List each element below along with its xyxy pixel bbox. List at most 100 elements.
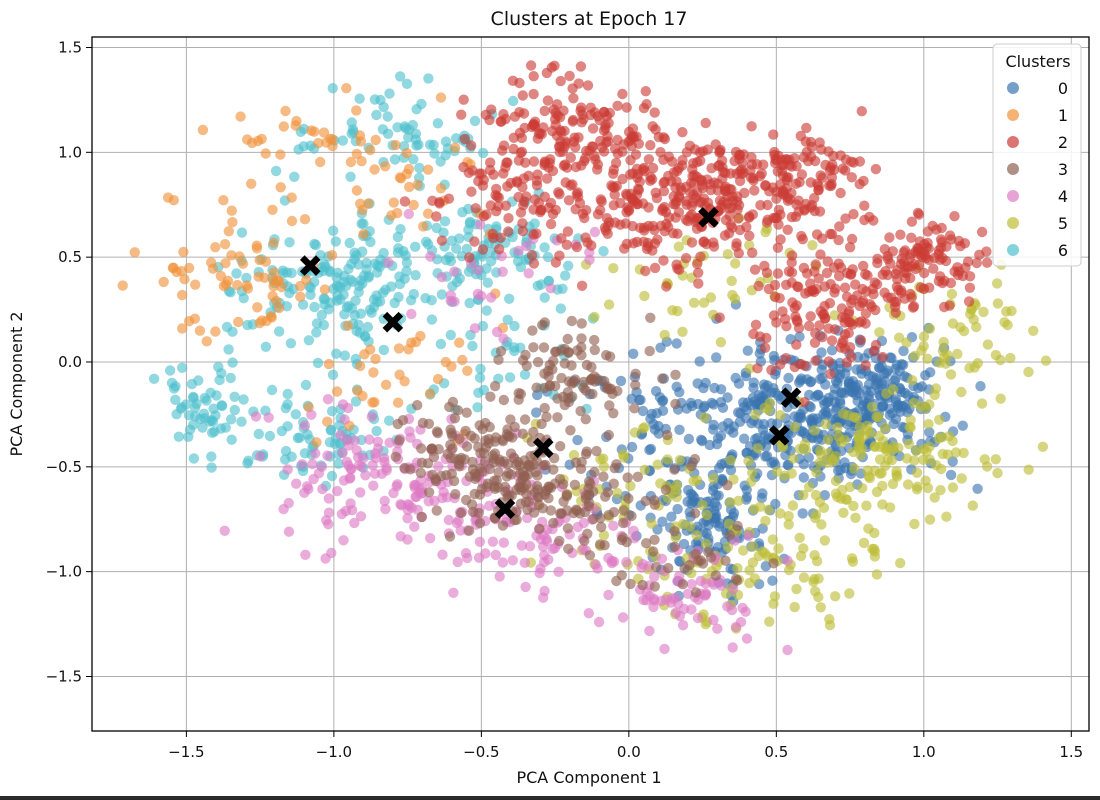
data-point — [957, 420, 968, 431]
data-point — [763, 504, 774, 515]
data-point — [920, 370, 931, 381]
data-point — [558, 160, 570, 171]
data-point — [947, 435, 958, 447]
x-axis-ticks: −1.5 −1.0 −0.5 0.0 0.5 1.0 1.5 — [168, 731, 1083, 761]
data-point — [558, 391, 569, 402]
data-point — [870, 163, 882, 175]
data-point — [781, 321, 792, 332]
data-point — [511, 514, 522, 525]
data-point — [895, 557, 906, 569]
data-point — [748, 175, 759, 186]
legend-box — [992, 43, 1082, 267]
data-point — [669, 541, 680, 552]
data-point — [418, 221, 429, 232]
data-point — [320, 261, 331, 272]
data-point — [639, 290, 650, 302]
data-point — [580, 232, 591, 243]
data-point — [412, 400, 423, 411]
data-point — [173, 431, 184, 442]
data-point — [608, 200, 619, 211]
data-point — [384, 88, 395, 99]
data-point — [544, 380, 555, 392]
data-point — [674, 454, 686, 466]
data-point — [586, 361, 597, 373]
data-point — [590, 154, 601, 165]
data-point — [945, 277, 957, 289]
data-point — [621, 102, 632, 113]
data-point — [992, 298, 1004, 309]
data-point — [349, 517, 360, 529]
data-point — [793, 195, 804, 206]
data-point — [548, 517, 559, 529]
data-point — [722, 480, 733, 491]
data-point — [854, 300, 865, 312]
data-point — [236, 227, 248, 238]
data-point — [640, 495, 651, 507]
data-point — [539, 317, 550, 328]
data-point — [707, 485, 719, 496]
data-point — [959, 238, 971, 249]
data-point — [835, 187, 846, 199]
data-point — [695, 155, 706, 166]
data-point — [860, 360, 871, 371]
data-point — [830, 591, 841, 602]
data-point — [767, 534, 778, 545]
data-point — [449, 142, 461, 153]
data-point — [445, 453, 456, 464]
data-point — [783, 510, 794, 522]
data-point — [581, 205, 592, 216]
data-point — [958, 325, 970, 337]
data-point — [303, 335, 315, 346]
data-point — [246, 178, 257, 189]
data-point — [844, 588, 855, 599]
data-point — [210, 326, 221, 337]
data-point — [474, 372, 486, 383]
data-point — [401, 78, 413, 90]
data-point — [493, 467, 504, 478]
legend-label: 0 — [1058, 79, 1068, 98]
data-point — [665, 597, 677, 608]
data-point — [706, 163, 717, 174]
data-point — [603, 117, 614, 129]
data-point — [431, 505, 442, 516]
data-point — [898, 345, 909, 357]
data-point — [291, 478, 302, 489]
data-point — [575, 105, 586, 117]
data-point — [712, 623, 723, 634]
data-point — [432, 373, 444, 385]
data-point — [315, 156, 326, 168]
data-point — [562, 333, 573, 345]
data-point — [695, 575, 706, 587]
data-point — [739, 433, 750, 444]
data-point — [327, 369, 339, 380]
data-point — [474, 517, 486, 529]
x-tick-label: −0.5 — [463, 743, 499, 761]
data-point — [856, 106, 867, 117]
data-point — [563, 195, 575, 206]
data-point — [297, 299, 309, 310]
data-point — [738, 397, 749, 408]
data-point — [833, 258, 844, 269]
data-point — [848, 412, 860, 423]
data-point — [805, 177, 816, 188]
data-point — [530, 466, 541, 478]
data-point — [493, 354, 504, 365]
data-point — [436, 271, 447, 283]
data-point — [920, 403, 931, 414]
data-point — [543, 554, 554, 565]
data-point — [592, 111, 603, 122]
data-point — [844, 242, 856, 253]
data-point — [461, 494, 472, 506]
data-point — [190, 279, 201, 290]
data-point — [345, 171, 356, 182]
data-point — [820, 379, 831, 390]
data-point — [416, 511, 427, 523]
data-point — [498, 394, 509, 406]
data-point — [615, 219, 626, 230]
data-point — [975, 381, 986, 392]
data-point — [492, 191, 503, 202]
data-point — [535, 534, 547, 545]
data-point — [814, 496, 825, 508]
data-point — [670, 182, 681, 193]
data-point — [905, 288, 916, 300]
